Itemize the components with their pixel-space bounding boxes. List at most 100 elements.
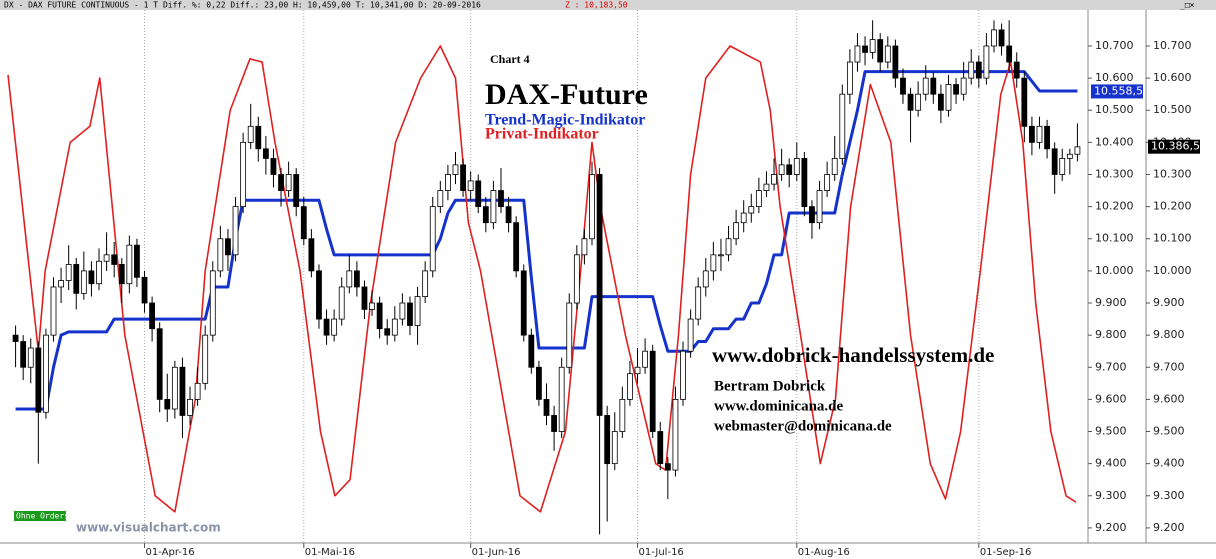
candle-body: [740, 212, 747, 224]
candle-body: [164, 398, 171, 410]
y-tick-label: 9.600: [1095, 392, 1127, 405]
candle-body: [96, 260, 102, 285]
candle-body: [786, 164, 793, 175]
legend-entry: Trend-Magic-Indikator: [485, 112, 645, 129]
y-tick-label: 9.200: [1095, 521, 1127, 534]
candle-body: [884, 45, 891, 63]
candle-body: [968, 61, 975, 79]
y-tick-label: 10.500: [1153, 103, 1192, 116]
y-tick-label: 9.400: [1153, 457, 1185, 470]
candle-body: [88, 270, 95, 285]
candle-body: [702, 270, 709, 288]
candle-body: [149, 302, 156, 330]
candle-body: [877, 39, 884, 63]
y-tick-label: 10.500: [1095, 103, 1134, 116]
candle-body: [308, 238, 315, 272]
candle-body: [278, 174, 284, 191]
candle-body: [520, 270, 527, 336]
candle-body: [179, 366, 186, 416]
candle-body: [225, 238, 231, 256]
x-tick-label: 01-Aug-16: [798, 547, 850, 558]
y-tick-label: 10.100: [1095, 232, 1134, 245]
candle-body: [573, 254, 580, 304]
y-tick-label: 9.500: [1153, 425, 1185, 438]
candle-body: [710, 254, 717, 272]
candle-body: [482, 206, 489, 224]
candle-body: [217, 238, 224, 272]
candle-body: [171, 366, 178, 410]
candle-body: [846, 61, 853, 95]
candle-body: [498, 190, 504, 208]
candle-body: [1013, 61, 1020, 79]
y-tick-label: 10.000: [1095, 264, 1134, 277]
candle-body: [748, 206, 755, 214]
y-tick-label: 10.600: [1095, 71, 1134, 84]
candle-body: [247, 125, 254, 143]
candle-body: [778, 164, 785, 175]
candle-body: [642, 350, 648, 368]
y-tick-label: 9.600: [1153, 392, 1185, 405]
candle-body: [892, 45, 899, 79]
candle-body: [346, 270, 353, 288]
candle-body: [945, 84, 952, 111]
candle-body: [452, 164, 459, 175]
candle-body: [475, 180, 482, 208]
y-tick-label: 9.900: [1095, 296, 1127, 309]
y-tick-label: 9.300: [1095, 489, 1127, 502]
y-tick-label: 10.400: [1095, 135, 1134, 148]
candle-body: [634, 366, 641, 375]
candle-body: [262, 148, 269, 159]
candle-body: [505, 206, 512, 224]
candle-body: [718, 254, 724, 257]
candle-body: [566, 302, 573, 368]
candle-body: [695, 286, 702, 320]
candle-body: [649, 350, 656, 432]
y-tick-label: 10.700: [1153, 39, 1192, 52]
candle-body: [687, 318, 694, 352]
candle-body: [240, 141, 247, 208]
candle-body: [331, 318, 338, 336]
y-tick-label: 10.100: [1153, 232, 1192, 245]
candle-body: [816, 190, 823, 224]
candle-body: [467, 180, 474, 191]
y-tick-label: 9.800: [1095, 328, 1127, 341]
y-tick-label: 9.500: [1095, 425, 1127, 438]
header-z: Z : 10,183,50: [565, 1, 628, 10]
candle-body: [111, 254, 118, 265]
candle-body: [1029, 125, 1035, 143]
y-tick-label: 10.300: [1095, 167, 1134, 180]
watermark: www.visualchart.com: [76, 521, 221, 535]
candle-body: [1021, 77, 1028, 127]
candle-body: [490, 190, 497, 224]
candle-body: [437, 190, 444, 208]
candle-body: [930, 77, 937, 95]
candle-body: [73, 264, 80, 294]
chart-subtitle: Chart 4: [490, 52, 530, 66]
candle-body: [922, 77, 929, 95]
candle-body: [118, 264, 125, 285]
window-buttons[interactable]: _□×: [1180, 1, 1195, 10]
candle-body: [255, 125, 262, 150]
annotation: www.dobrick-handelssystem.de: [712, 343, 994, 367]
candle-body: [627, 373, 633, 400]
candle-body: [27, 347, 34, 368]
candle-body: [611, 431, 618, 465]
y-tick-label: 10.200: [1095, 200, 1134, 213]
candle-body: [975, 61, 982, 79]
candle-body: [1059, 158, 1066, 175]
y-tick-label: 10.200: [1153, 200, 1192, 213]
y-tick-label: 10.700: [1095, 39, 1134, 52]
y-tick-label: 9.300: [1153, 489, 1185, 502]
candle-body: [755, 190, 762, 208]
candle-body: [725, 238, 732, 256]
candle-body: [285, 174, 292, 191]
candle-body: [551, 415, 557, 432]
candle-body: [907, 93, 914, 111]
candle-body: [134, 244, 140, 278]
candle-body: [793, 158, 800, 175]
candle-body: [1006, 45, 1013, 63]
annotation: Bertram Dobrick: [714, 378, 826, 394]
y-tick-label: 10.600: [1153, 71, 1192, 84]
candle-body: [353, 270, 360, 288]
